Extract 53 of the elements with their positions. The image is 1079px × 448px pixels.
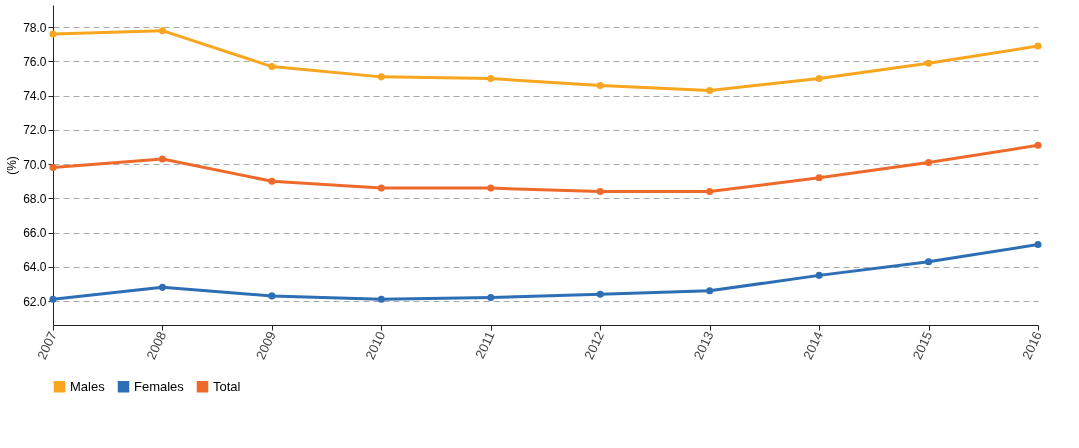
point — [49, 164, 57, 172]
x-tick-label: 2009 — [252, 329, 279, 362]
y-tick-label: 74.0 — [23, 89, 47, 104]
y-tick-label: 66.0 — [23, 226, 47, 241]
y-axis-title: (%) — [5, 156, 20, 175]
point — [377, 73, 385, 81]
x-tick-label: 2010 — [362, 329, 389, 362]
x-tick-label: 2015 — [909, 329, 936, 362]
point — [377, 184, 385, 192]
point — [158, 27, 166, 35]
point — [815, 174, 823, 182]
point — [377, 295, 385, 303]
point — [158, 155, 166, 163]
legend-label: Males — [70, 378, 106, 394]
x-tick-label: 2013 — [690, 329, 717, 362]
point — [925, 158, 933, 166]
x-tick-label: 2012 — [581, 329, 608, 362]
point — [815, 271, 823, 279]
y-tick-label: 64.0 — [23, 260, 47, 275]
y-tick-label: 76.0 — [23, 54, 47, 69]
point — [268, 177, 276, 185]
point — [487, 294, 495, 302]
x-tick-label: 2016 — [1019, 329, 1045, 362]
point — [706, 287, 714, 295]
x-tick-label: 2011 — [472, 329, 498, 361]
point — [268, 292, 276, 300]
y-tick-label: 70.0 — [23, 157, 47, 172]
y-tick-label: 78.0 — [23, 20, 47, 35]
y-tick-label: 68.0 — [23, 191, 47, 206]
y-tick-label: 72.0 — [23, 123, 47, 138]
x-tick-label: 2014 — [800, 329, 826, 362]
point — [596, 81, 604, 89]
point — [487, 184, 495, 192]
point — [706, 188, 714, 196]
point — [1034, 141, 1042, 149]
legend-label: Females — [134, 378, 185, 394]
point — [1034, 241, 1042, 249]
y-tick-label: 62.0 — [23, 294, 47, 309]
point — [158, 283, 166, 291]
point — [596, 188, 604, 196]
point — [487, 75, 495, 83]
legend-label: Total — [213, 378, 241, 394]
x-tick-label: 2008 — [143, 329, 170, 362]
point — [596, 290, 604, 298]
point — [925, 258, 933, 266]
point — [268, 63, 276, 71]
point — [706, 87, 714, 95]
point — [925, 59, 933, 67]
point — [49, 295, 57, 303]
x-tick-label: 2007 — [34, 329, 60, 362]
point — [815, 75, 823, 83]
point — [49, 30, 57, 38]
point — [1034, 42, 1042, 50]
